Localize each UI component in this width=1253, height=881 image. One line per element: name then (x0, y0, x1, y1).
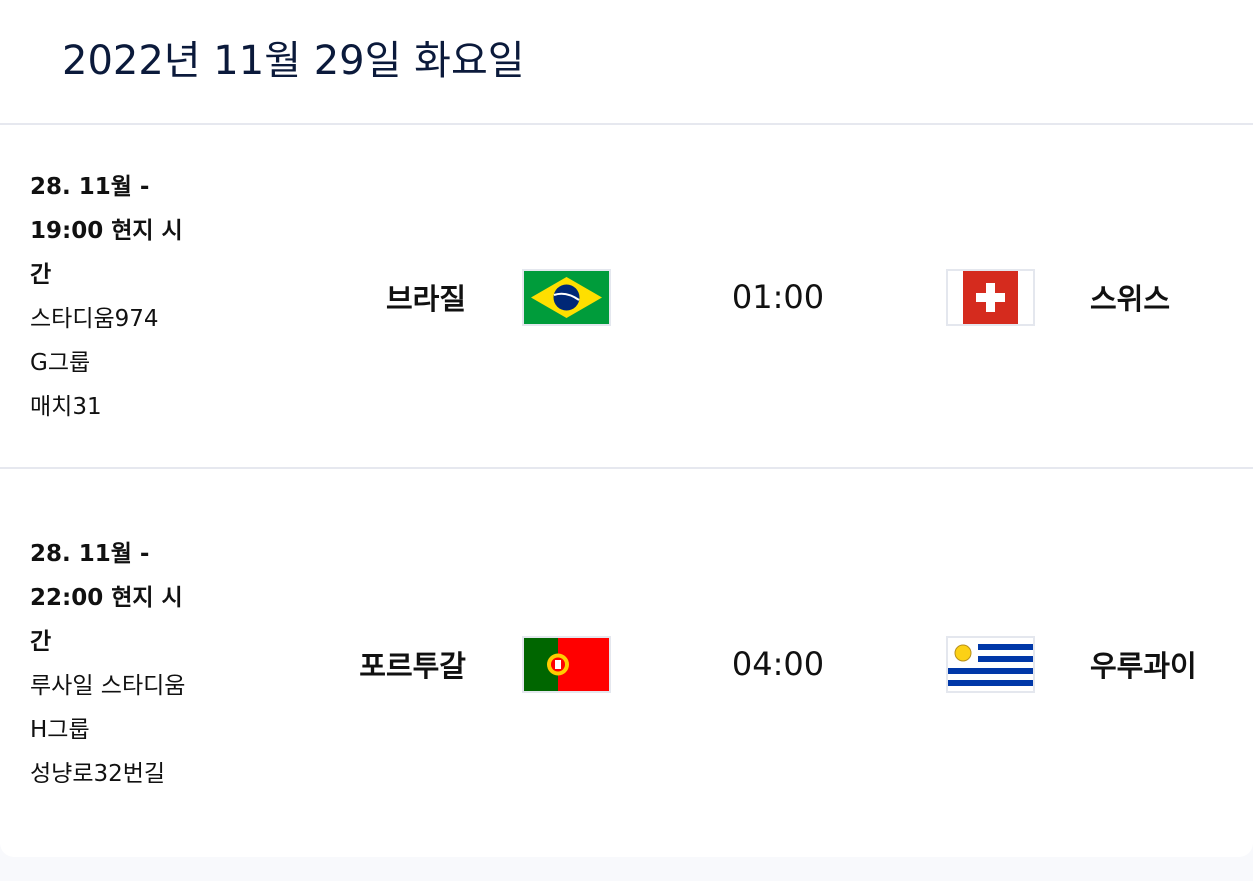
match-row[interactable]: 28. 11월 - 22:00 현지 시간 루사일 스타디움 H그룹 성냥로32… (0, 467, 1253, 859)
home-team: 브라질 (385, 282, 466, 316)
brazil-flag-icon (522, 268, 611, 326)
schedule-card: 2022년 11월 29일 화요일 28. 11월 - 19:00 현지 시간 … (0, 38, 1253, 859)
uruguay-flag-icon (946, 635, 1035, 693)
match-datetime: 28. 11월 - 19:00 현지 시간 (30, 174, 183, 288)
kickoff-time: 04:00 (731, 645, 825, 683)
match-number: 성냥로32번길 (30, 761, 166, 787)
switzerland-flag-icon (946, 268, 1035, 326)
home-team: 포르투갈 (359, 649, 466, 683)
match-group: H그룹 (30, 717, 90, 743)
page-title: 2022년 11월 29일 화요일 (62, 38, 525, 84)
away-team: 우루과이 (1090, 649, 1197, 683)
match-info: 28. 11월 - 22:00 현지 시간 루사일 스타디움 H그룹 성냥로32… (30, 532, 202, 796)
away-team: 스위스 (1090, 282, 1171, 316)
match-row[interactable]: 28. 11월 - 19:00 현지 시간 스타디움974 G그룹 매치31 브… (0, 123, 1253, 469)
kickoff-time: 01:00 (731, 278, 825, 316)
match-number: 매치31 (30, 394, 102, 420)
match-datetime: 28. 11월 - 22:00 현지 시간 (30, 541, 183, 655)
match-info: 28. 11월 - 19:00 현지 시간 스타디움974 G그룹 매치31 (30, 165, 202, 429)
match-group: G그룹 (30, 350, 91, 376)
portugal-flag-icon (522, 635, 611, 693)
match-stadium: 스타디움974 (30, 306, 159, 332)
match-stadium: 루사일 스타디움 (30, 673, 186, 699)
